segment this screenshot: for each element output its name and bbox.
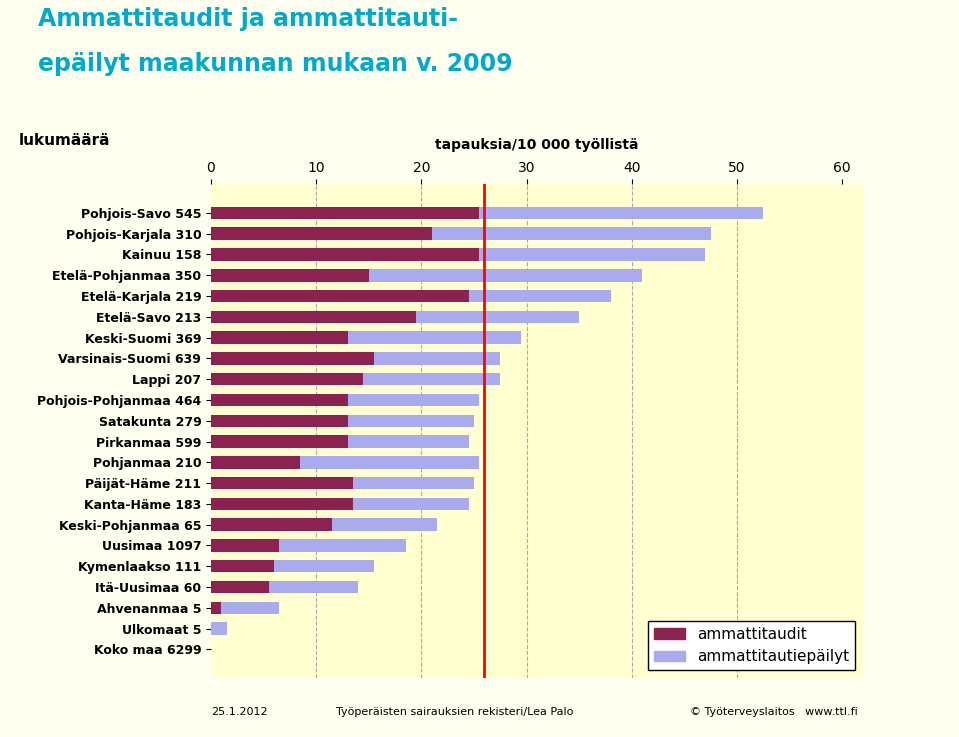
Bar	[211, 436, 348, 448]
Bar	[480, 206, 763, 219]
Text: lukumäärä: lukumäärä	[19, 133, 110, 147]
Bar	[332, 518, 437, 531]
Text: epäilyt maakunnan mukaan v. 2009: epäilyt maakunnan mukaan v. 2009	[38, 52, 513, 76]
Bar	[211, 477, 353, 489]
Bar	[469, 290, 611, 302]
Bar	[416, 310, 579, 323]
Bar	[211, 310, 416, 323]
Bar	[348, 436, 469, 448]
Bar	[279, 539, 406, 552]
Bar	[211, 518, 332, 531]
Text: © Työterveyslaitos   www.ttl.fi: © Työterveyslaitos www.ttl.fi	[690, 707, 858, 717]
Bar	[211, 394, 348, 406]
Bar	[211, 560, 274, 573]
Bar	[211, 290, 469, 302]
Bar	[211, 414, 348, 427]
Text: Ammattitaudit ja ammattitauti-: Ammattitaudit ja ammattitauti-	[38, 7, 458, 32]
Bar	[348, 414, 474, 427]
Bar	[211, 497, 353, 510]
Bar	[211, 373, 363, 385]
Bar	[353, 477, 474, 489]
Bar	[353, 497, 469, 510]
Bar	[274, 560, 374, 573]
Bar	[211, 581, 269, 593]
Bar	[363, 373, 501, 385]
Bar	[211, 539, 279, 552]
Bar	[211, 622, 226, 635]
Text: Työperäisten sairauksien rekisteri/Lea Palo: Työperäisten sairauksien rekisteri/Lea P…	[336, 707, 573, 717]
X-axis label: tapauksia/10 000 työllistä: tapauksia/10 000 työllistä	[435, 139, 639, 153]
Text: 25.1.2012: 25.1.2012	[211, 707, 268, 717]
Bar	[348, 332, 522, 344]
Bar	[211, 228, 432, 240]
Bar	[374, 352, 501, 365]
Bar	[211, 352, 374, 365]
Bar	[222, 601, 279, 614]
Bar	[269, 581, 359, 593]
Bar	[211, 248, 480, 261]
Bar	[211, 206, 480, 219]
Bar	[211, 456, 300, 469]
Bar	[432, 228, 711, 240]
Bar	[211, 269, 369, 282]
Bar	[369, 269, 643, 282]
Bar	[211, 332, 348, 344]
Bar	[348, 394, 480, 406]
Legend: ammattitaudit, ammattitautiepäilyt: ammattitaudit, ammattitautiepäilyt	[648, 621, 855, 671]
Bar	[300, 456, 480, 469]
Bar	[211, 601, 222, 614]
Bar	[480, 248, 705, 261]
